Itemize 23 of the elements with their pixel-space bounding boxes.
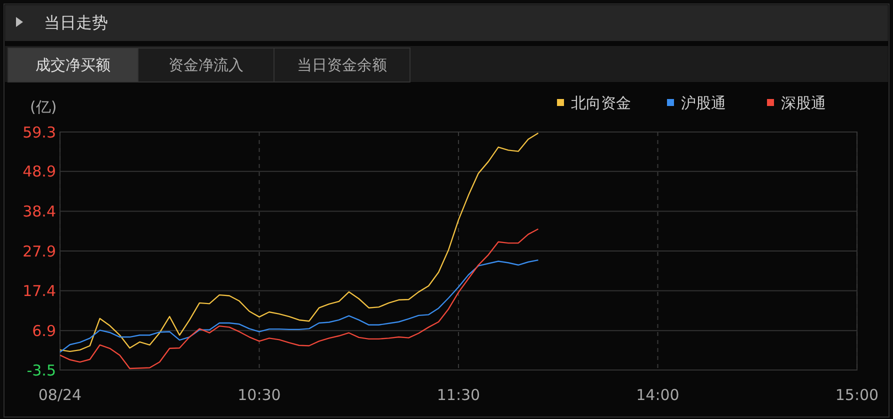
y-axis-title: (亿) bbox=[30, 98, 57, 116]
line-series bbox=[59, 132, 539, 352]
legend-label: 深股通 bbox=[781, 94, 826, 112]
line-series bbox=[59, 259, 539, 353]
text: 资金净流入 bbox=[168, 56, 244, 74]
line-series bbox=[59, 228, 539, 370]
y-tick-label: 59.3 bbox=[22, 123, 56, 142]
text: 当日资金余额 bbox=[297, 56, 387, 74]
text: 成交净买额 bbox=[36, 56, 110, 74]
legend-label: 北向资金 bbox=[571, 94, 631, 112]
x-tick-label: 08/24 bbox=[38, 386, 82, 404]
y-tick-label: 48.9 bbox=[22, 162, 56, 181]
x-tick-label: 15:00 bbox=[835, 386, 879, 404]
x-tick-label: 14:00 bbox=[636, 386, 680, 404]
y-tick-label: 6.9 bbox=[32, 322, 56, 340]
y-tick-label: -3.5 bbox=[26, 361, 56, 380]
y-tick-label: 27.9 bbox=[22, 242, 56, 260]
x-tick-label: 10:30 bbox=[238, 386, 281, 404]
x-tick-label: 11:30 bbox=[436, 386, 480, 404]
legend-label: 沪股通 bbox=[681, 94, 726, 112]
chart-title: 当日走势 bbox=[44, 13, 108, 32]
y-tick-label: 17.4 bbox=[22, 282, 56, 300]
y-tick-label: 38.4 bbox=[22, 202, 56, 220]
